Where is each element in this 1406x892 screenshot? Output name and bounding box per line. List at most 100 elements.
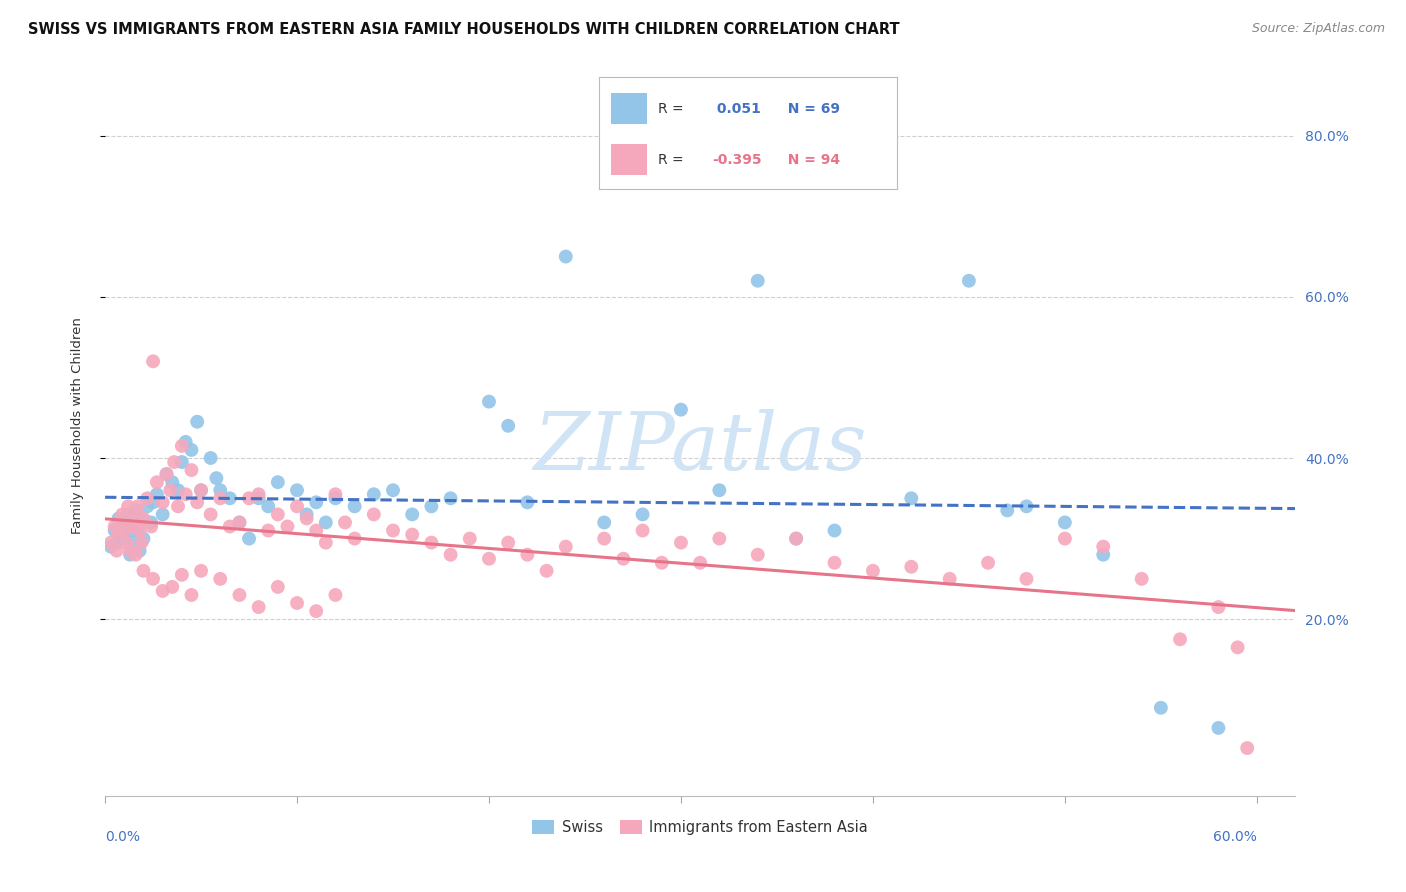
Point [285,596,308,610]
Point [118,548,141,562]
Point [276,519,298,533]
Point [631,524,654,538]
Point [1150,700,1173,714]
Point [247,491,270,506]
Point [1015,572,1038,586]
Point [1092,540,1115,554]
Point [186,495,208,509]
Point [420,500,443,514]
Point [132,532,155,546]
Point [516,548,538,562]
Point [218,491,240,506]
Point [267,580,290,594]
Point [205,471,228,485]
Point [401,527,423,541]
Point [112,532,135,546]
Point [1208,721,1230,735]
Point [267,475,290,490]
Point [152,584,174,599]
Point [180,463,202,477]
Point [111,519,134,533]
Point [162,475,184,490]
Point [285,500,308,514]
Point [155,467,177,482]
Legend: Swiss, Immigrants from Eastern Asia: Swiss, Immigrants from Eastern Asia [526,814,873,841]
Point [363,508,385,522]
Point [325,588,347,602]
Point [458,532,481,546]
Point [146,487,169,501]
Point [117,500,139,514]
Point [1208,600,1230,615]
Point [139,516,162,530]
Point [536,564,558,578]
Point [167,483,190,498]
Point [186,415,208,429]
Point [190,483,212,498]
Point [257,500,280,514]
Point [900,491,922,506]
Point [325,491,347,506]
Point [131,511,153,525]
Point [785,532,807,546]
Point [1053,516,1076,530]
Point [315,516,337,530]
Point [305,495,328,509]
Point [325,487,347,501]
Point [115,535,138,549]
Point [112,524,135,538]
Point [228,516,250,530]
Text: Source: ZipAtlas.com: Source: ZipAtlas.com [1251,22,1385,36]
Point [100,540,122,554]
Point [180,442,202,457]
Point [631,508,654,522]
Point [1168,632,1191,647]
Point [136,500,159,514]
Point [785,532,807,546]
Point [1130,572,1153,586]
Point [142,354,165,368]
Point [496,418,519,433]
Point [267,508,290,522]
Point [142,495,165,509]
Point [747,548,769,562]
Point [1236,741,1258,756]
Point [305,604,328,618]
Point [824,556,846,570]
Point [669,535,692,549]
Point [127,519,149,533]
Point [333,516,356,530]
Point [478,394,501,409]
Text: 0.0%: 0.0% [105,830,141,844]
Point [343,500,366,514]
Point [247,600,270,615]
Y-axis label: Family Households with Children: Family Households with Children [72,318,84,534]
Point [105,543,128,558]
Point [170,455,193,469]
Point [104,524,127,538]
Point [117,508,139,522]
Point [107,527,129,541]
Point [238,491,260,506]
Point [159,483,181,498]
Point [651,556,673,570]
Point [382,483,405,498]
Point [554,250,576,264]
Point [1226,640,1249,655]
Point [132,564,155,578]
Point [401,508,423,522]
Point [180,588,202,602]
Point [209,483,232,498]
Point [238,532,260,546]
Point [593,532,616,546]
Point [128,524,150,538]
Text: SWISS VS IMMIGRANTS FROM EASTERN ASIA FAMILY HOUSEHOLDS WITH CHILDREN CORRELATIO: SWISS VS IMMIGRANTS FROM EASTERN ASIA FA… [28,22,900,37]
Point [420,535,443,549]
Point [115,516,138,530]
Point [125,548,148,562]
Point [824,524,846,538]
Point [938,572,960,586]
Point [152,495,174,509]
Point [142,572,165,586]
Point [121,519,143,533]
